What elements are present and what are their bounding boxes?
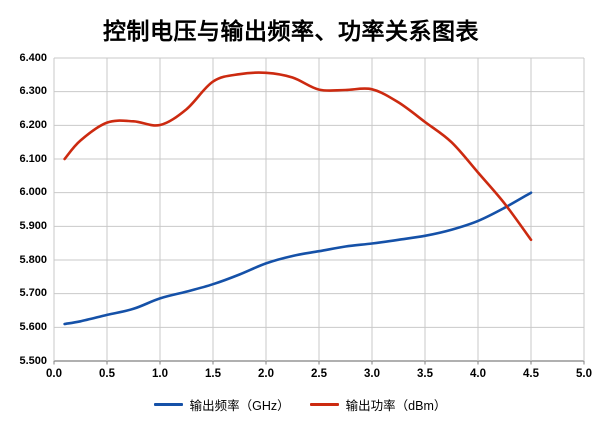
legend-item-frequency: 输出频率（GHz）	[153, 395, 290, 414]
y-axis-label: 6.300	[19, 85, 47, 98]
y-axis-label: 6.100	[19, 152, 47, 165]
x-axis-label: 4.5	[523, 368, 539, 380]
legend-label: 输出频率（GHz）	[189, 399, 290, 413]
y-axis-label: 5.700	[19, 287, 47, 300]
y-axis-label: 6.000	[19, 186, 47, 199]
y-axis-label: 5.600	[19, 320, 47, 333]
x-axis-label: 1.0	[152, 368, 168, 380]
x-axis-label: 5.0	[576, 368, 592, 380]
legend-item-power: 输出功率（dBm）	[309, 395, 447, 414]
y-axis-label: 6.200	[19, 118, 47, 131]
legend-label: 输出功率（dBm）	[345, 399, 447, 413]
y-axis-label: 5.500	[19, 354, 47, 367]
x-axis-label: 2.0	[258, 368, 274, 380]
power-line-series	[63, 71, 533, 242]
x-axis-label: 3.5	[417, 368, 433, 380]
x-axis-label: 1.5	[205, 368, 221, 380]
y-axis-label: 6.400	[19, 51, 47, 64]
y-axis-label: 5.800	[19, 253, 47, 266]
legend-line-swatch	[309, 403, 339, 406]
legend: 输出频率（GHz） 输出功率（dBm）	[0, 395, 600, 414]
chart-title: 控制电压与输出频率、功率关系图表	[103, 18, 479, 44]
x-axis-label: 2.5	[311, 368, 327, 380]
x-axis-label: 0.5	[99, 368, 115, 380]
x-axis-label: 4.0	[470, 368, 486, 380]
legend-line-swatch	[153, 403, 183, 406]
x-axis-label: 3.0	[364, 368, 380, 380]
x-axis-label: 0.0	[46, 368, 62, 380]
frequency-line-series	[63, 191, 533, 326]
y-axis-label: 5.900	[19, 219, 47, 232]
